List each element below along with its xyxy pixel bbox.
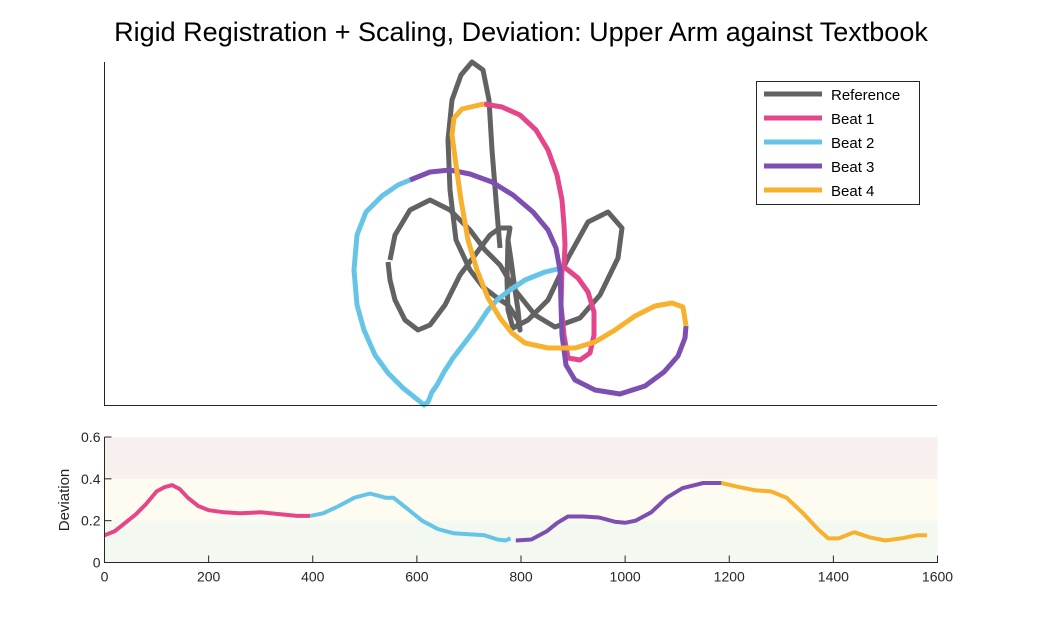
legend-label-beat-2: Beat 2 — [831, 135, 874, 152]
trajectory-reference-0 — [385, 197, 625, 333]
chart-title: Rigid Registration + Scaling, Deviation:… — [114, 17, 928, 47]
x-tick-label-1400: 1400 — [818, 569, 849, 585]
trajectory-beat-4-5 — [449, 101, 689, 351]
x-tick-label-1600: 1600 — [922, 569, 953, 585]
legend-label-beat-1: Beat 1 — [831, 111, 874, 128]
deviation-bands — [104, 437, 938, 563]
legend-label-beat-3: Beat 3 — [831, 159, 874, 176]
trajectory-beat-3-4 — [409, 167, 689, 397]
x-tick-label-800: 800 — [509, 569, 533, 585]
deviation-beat-2 — [309, 491, 512, 543]
trajectory-reference-1 — [445, 59, 523, 333]
trajectory-lines — [351, 59, 689, 408]
x-tick-label-600: 600 — [405, 569, 429, 585]
y-tick-label-0: 0 — [93, 555, 101, 571]
legend-entry-beat-3: Beat 3 — [764, 159, 874, 176]
y-tick-label-3: 0.6 — [81, 429, 101, 445]
x-ticks: 0 200 400 600 800 1000 1200 1400 1600 — [101, 555, 953, 585]
deviation-beat-4 — [720, 481, 928, 543]
legend-entry-beat-2: Beat 2 — [764, 135, 874, 152]
deviation-beat-1 — [103, 483, 311, 538]
x-tick-label-0: 0 — [101, 569, 109, 585]
legend-label-reference: Reference — [831, 87, 900, 104]
legend-entry-beat-4: Beat 4 — [764, 183, 874, 200]
x-tick-label-1000: 1000 — [610, 569, 641, 585]
x-tick-label-200: 200 — [197, 569, 221, 585]
deviation-lines — [103, 481, 928, 543]
y-tick-label-2: 0.4 — [81, 471, 101, 487]
legend: Reference Beat 1 Beat 2 Beat 3 Beat 4 — [756, 81, 920, 205]
x-tick-label-400: 400 — [301, 569, 325, 585]
y-ticks: 0 0.2 0.4 0.6 — [81, 429, 112, 571]
legend-entry-reference: Reference — [764, 87, 900, 104]
legend-label-beat-4: Beat 4 — [831, 183, 874, 200]
trajectory-beat-1-2 — [483, 101, 597, 363]
trajectory-plot: Reference Beat 1 Beat 2 Beat 3 Beat 4 — [104, 59, 937, 408]
y-tick-label-1: 0.2 — [81, 513, 101, 529]
y-axis-label: Deviation — [56, 469, 73, 532]
deviation-plot: 0 200 400 600 800 1000 1200 1400 1600 0 0.2 0.4 0.6… — [56, 429, 953, 585]
trajectory-beat-2-3 — [351, 177, 563, 408]
x-tick-label-1200: 1200 — [714, 569, 745, 585]
deviation-beat-3 — [515, 481, 722, 543]
deviation-band-0 — [104, 437, 938, 479]
legend-entry-beat-1: Beat 1 — [764, 111, 874, 128]
